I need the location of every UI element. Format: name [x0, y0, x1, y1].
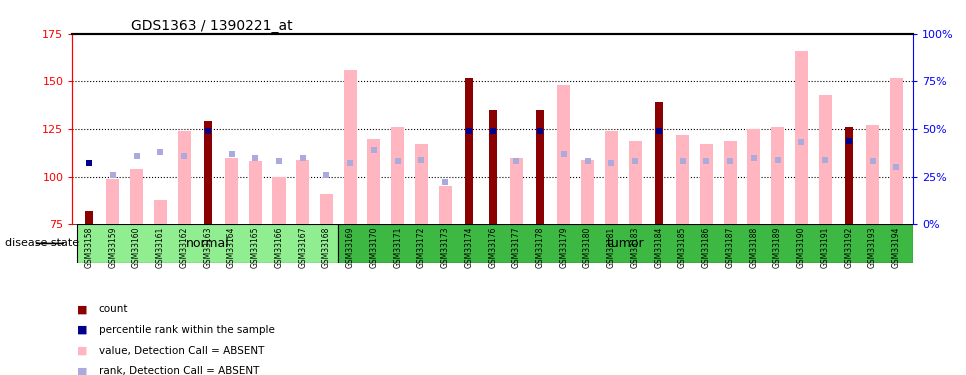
Bar	[818, 95, 832, 224]
Bar	[204, 122, 212, 224]
Text: GSM33187: GSM33187	[725, 226, 734, 268]
Text: ■: ■	[77, 325, 88, 335]
Bar	[676, 135, 689, 224]
Text: GSM33172: GSM33172	[417, 226, 426, 268]
Text: disease state: disease state	[5, 238, 79, 249]
Bar	[724, 141, 737, 224]
Text: GSM33192: GSM33192	[844, 226, 853, 268]
Bar	[655, 102, 663, 224]
Text: GSM33193: GSM33193	[868, 226, 877, 268]
Bar	[845, 127, 853, 224]
Bar	[557, 85, 570, 224]
Text: GSM33168: GSM33168	[322, 226, 331, 268]
Text: GSM33162: GSM33162	[180, 226, 188, 268]
Bar	[297, 160, 309, 224]
Bar	[391, 127, 404, 224]
Text: GSM33171: GSM33171	[393, 226, 402, 268]
Text: rank, Detection Call = ABSENT: rank, Detection Call = ABSENT	[99, 366, 259, 375]
Text: GSM33170: GSM33170	[369, 226, 379, 268]
Bar	[605, 131, 618, 224]
Text: ■: ■	[77, 304, 88, 314]
Text: GSM33181: GSM33181	[607, 226, 616, 267]
Bar	[85, 211, 93, 224]
Text: GSM33185: GSM33185	[678, 226, 687, 268]
Text: GSM33166: GSM33166	[274, 226, 283, 268]
Text: GSM33189: GSM33189	[773, 226, 782, 268]
Bar	[439, 186, 452, 224]
Bar	[320, 194, 333, 224]
Text: GSM33164: GSM33164	[227, 226, 236, 268]
Bar	[795, 51, 808, 224]
Bar	[536, 110, 544, 224]
Text: tumor: tumor	[607, 237, 644, 250]
Bar	[465, 78, 472, 224]
Text: GSM33173: GSM33173	[440, 226, 450, 268]
Bar	[866, 125, 879, 224]
Text: GSM33167: GSM33167	[298, 226, 307, 268]
Text: GSM33158: GSM33158	[85, 226, 94, 268]
Text: GSM33177: GSM33177	[512, 226, 521, 268]
Text: value, Detection Call = ABSENT: value, Detection Call = ABSENT	[99, 346, 264, 355]
Text: GSM33191: GSM33191	[820, 226, 830, 268]
Bar	[130, 169, 143, 224]
Bar	[272, 177, 286, 224]
Bar	[582, 160, 594, 224]
Text: normal: normal	[185, 237, 230, 250]
Text: GSM33163: GSM33163	[203, 226, 213, 268]
Bar	[629, 141, 641, 224]
Text: GSM33194: GSM33194	[892, 226, 900, 268]
Bar	[415, 144, 428, 224]
Bar	[771, 127, 784, 224]
Bar	[338, 224, 913, 262]
Bar	[77, 224, 338, 262]
Text: GSM33159: GSM33159	[108, 226, 117, 268]
Bar	[489, 110, 497, 224]
Bar	[344, 70, 356, 224]
Bar	[225, 158, 238, 224]
Bar	[178, 131, 190, 224]
Text: GSM33186: GSM33186	[702, 226, 711, 268]
Text: percentile rank within the sample: percentile rank within the sample	[99, 325, 274, 335]
Bar	[367, 139, 381, 224]
Text: GSM33161: GSM33161	[156, 226, 165, 268]
Text: GSM33180: GSM33180	[583, 226, 592, 268]
Text: GSM33174: GSM33174	[465, 226, 473, 268]
Text: count: count	[99, 304, 128, 314]
Bar	[748, 129, 760, 224]
Text: GSM33178: GSM33178	[535, 226, 545, 268]
Bar	[154, 200, 167, 224]
Bar	[248, 162, 262, 224]
Text: GSM33165: GSM33165	[251, 226, 260, 268]
Text: GSM33179: GSM33179	[559, 226, 568, 268]
Bar	[510, 158, 523, 224]
Text: GSM33183: GSM33183	[631, 226, 639, 268]
Text: GSM33190: GSM33190	[797, 226, 806, 268]
Text: GSM33188: GSM33188	[750, 226, 758, 267]
Bar	[699, 144, 713, 224]
Text: GSM33169: GSM33169	[346, 226, 355, 268]
Text: GSM33184: GSM33184	[654, 226, 664, 268]
Text: GDS1363 / 1390221_at: GDS1363 / 1390221_at	[131, 19, 293, 33]
Bar	[890, 78, 903, 224]
Text: ■: ■	[77, 366, 88, 375]
Bar	[106, 178, 120, 224]
Text: GSM33176: GSM33176	[488, 226, 497, 268]
Text: GSM33160: GSM33160	[132, 226, 141, 268]
Text: ■: ■	[77, 346, 88, 355]
